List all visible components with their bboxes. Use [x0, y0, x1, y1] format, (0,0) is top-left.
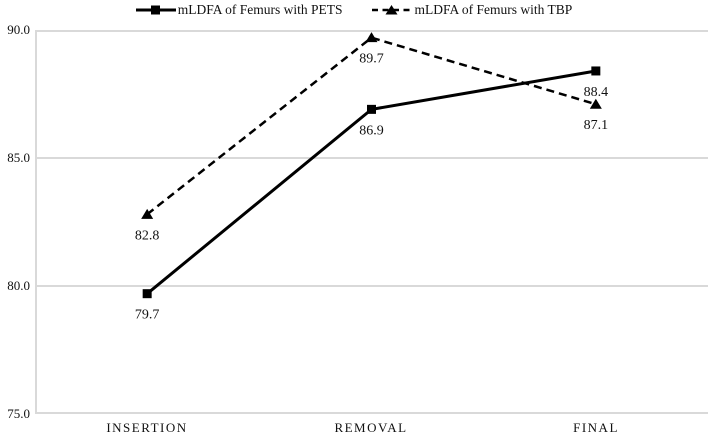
marker-square	[367, 104, 376, 114]
y-tick-label-80: 80.0	[7, 278, 30, 293]
y-tick-label-75: 75.0	[7, 406, 30, 421]
x-axis-label-final: FINAL	[573, 420, 619, 435]
marker-triangle	[365, 32, 378, 43]
legend-marker-dashed-triangle-icon	[372, 5, 413, 15]
plot-area: 79.7 86.9 88.4 82.8 89.7 87.1	[35, 30, 708, 414]
legend-marker-solid-square-icon	[135, 5, 176, 15]
data-label: 86.9	[359, 123, 384, 138]
data-label: 82.8	[135, 228, 160, 243]
x-axis-label-insertion: INSERTION	[106, 420, 188, 435]
marker-triangle	[141, 208, 154, 219]
y-tick-label-85: 85.0	[7, 150, 30, 165]
x-axis-label-removal: REMOVAL	[334, 420, 408, 435]
chart-legend: mLDFA of Femurs with PETS mLDFA of Femur…	[0, 2, 708, 18]
legend-label-pets: mLDFA of Femurs with PETS	[177, 2, 343, 17]
legend-item-tbp: mLDFA of Femurs with TBP	[372, 2, 572, 18]
marker-square	[591, 66, 601, 76]
legend-label-tbp: mLDFA of Femurs with TBP	[414, 2, 573, 17]
series-line-0	[146, 69, 597, 295]
marker-square	[142, 289, 152, 299]
plot-canvas: 79.7 86.9 88.4 82.8 89.7 87.1	[35, 30, 708, 414]
data-label: 79.7	[135, 308, 160, 323]
y-tick-label-90: 90.0	[7, 22, 30, 37]
series-line-1	[146, 36, 597, 216]
data-label: 88.4	[584, 85, 609, 100]
legend-item-pets: mLDFA of Femurs with PETS	[135, 2, 343, 18]
marker-triangle	[589, 98, 602, 109]
data-label: 87.1	[584, 118, 609, 133]
data-label: 89.7	[359, 52, 384, 67]
